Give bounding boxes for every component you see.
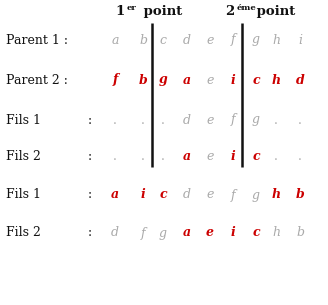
Text: .: . bbox=[274, 150, 278, 163]
Text: g: g bbox=[159, 74, 167, 87]
Text: c: c bbox=[159, 34, 167, 46]
Text: 2: 2 bbox=[225, 5, 235, 18]
Text: éme: éme bbox=[237, 4, 257, 12]
Text: .: . bbox=[141, 113, 145, 127]
Text: i: i bbox=[298, 34, 302, 46]
Text: g: g bbox=[252, 113, 260, 127]
Text: a: a bbox=[111, 34, 119, 46]
Text: h: h bbox=[272, 227, 280, 239]
Text: d: d bbox=[296, 74, 304, 87]
Text: g: g bbox=[159, 227, 167, 239]
Text: :: : bbox=[88, 227, 92, 239]
Text: a: a bbox=[183, 227, 191, 239]
Text: er: er bbox=[127, 4, 137, 12]
Text: e: e bbox=[206, 188, 214, 202]
Text: i: i bbox=[231, 150, 236, 163]
Text: 1: 1 bbox=[115, 5, 125, 18]
Text: b: b bbox=[296, 227, 304, 239]
Text: e: e bbox=[206, 34, 214, 46]
Text: Fils 1: Fils 1 bbox=[6, 113, 41, 127]
Text: b: b bbox=[139, 74, 147, 87]
Text: :: : bbox=[88, 113, 92, 127]
Text: point: point bbox=[252, 5, 295, 18]
Text: d: d bbox=[183, 113, 191, 127]
Text: c: c bbox=[252, 227, 260, 239]
Text: h: h bbox=[272, 74, 280, 87]
Text: point: point bbox=[139, 5, 182, 18]
Text: a: a bbox=[111, 188, 119, 202]
Text: .: . bbox=[161, 150, 165, 163]
Text: a: a bbox=[183, 150, 191, 163]
Text: .: . bbox=[141, 150, 145, 163]
Text: c: c bbox=[159, 188, 167, 202]
Text: Parent 2 :: Parent 2 : bbox=[6, 74, 68, 87]
Text: e: e bbox=[206, 74, 214, 87]
Text: .: . bbox=[298, 150, 302, 163]
Text: g: g bbox=[252, 34, 260, 46]
Text: h: h bbox=[272, 34, 280, 46]
Text: g: g bbox=[252, 188, 260, 202]
Text: d: d bbox=[183, 34, 191, 46]
Text: d: d bbox=[111, 227, 119, 239]
Text: f: f bbox=[231, 188, 235, 202]
Text: Parent 1 :: Parent 1 : bbox=[6, 34, 68, 46]
Text: f: f bbox=[112, 74, 118, 87]
Text: e: e bbox=[206, 150, 214, 163]
Text: .: . bbox=[113, 113, 117, 127]
Text: Fils 1: Fils 1 bbox=[6, 188, 41, 202]
Text: f: f bbox=[231, 34, 235, 46]
Text: i: i bbox=[141, 188, 145, 202]
Text: i: i bbox=[231, 74, 236, 87]
Text: a: a bbox=[183, 74, 191, 87]
Text: Fils 2: Fils 2 bbox=[6, 227, 41, 239]
Text: .: . bbox=[274, 113, 278, 127]
Text: c: c bbox=[252, 150, 260, 163]
Text: d: d bbox=[183, 188, 191, 202]
Text: .: . bbox=[298, 113, 302, 127]
Text: Fils 2: Fils 2 bbox=[6, 150, 41, 163]
Text: .: . bbox=[113, 150, 117, 163]
Text: h: h bbox=[272, 188, 280, 202]
Text: :: : bbox=[88, 150, 92, 163]
Text: e: e bbox=[206, 113, 214, 127]
Text: .: . bbox=[161, 113, 165, 127]
Text: e: e bbox=[206, 227, 214, 239]
Text: f: f bbox=[141, 227, 145, 239]
Text: i: i bbox=[231, 227, 236, 239]
Text: c: c bbox=[252, 74, 260, 87]
Text: f: f bbox=[231, 113, 235, 127]
Text: :: : bbox=[88, 188, 92, 202]
Text: b: b bbox=[296, 188, 304, 202]
Text: b: b bbox=[139, 34, 147, 46]
